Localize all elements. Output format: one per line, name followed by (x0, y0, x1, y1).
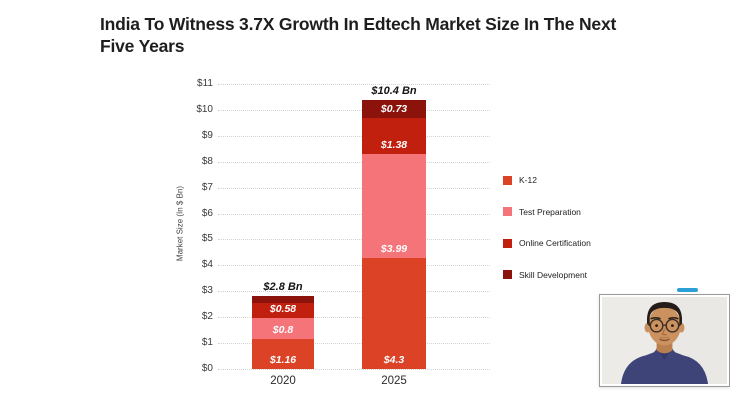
stacked-bar-2020: $1.16 $0.8 $0.58 (252, 296, 314, 369)
webcam-overlay (599, 294, 730, 387)
legend-label: Test Preparation (519, 206, 581, 217)
segment-2020-online-certification: $0.58 (252, 303, 314, 319)
gridline-10 (218, 109, 490, 111)
segment-2020-test-preparation: $0.8 (252, 318, 314, 339)
segment-2020-k-12: $1.16 (252, 338, 314, 369)
legend-label: K-12 (519, 175, 537, 185)
y-tick-label-8: $8 (201, 155, 213, 167)
segment-2025-test-preparation: $3.99 (362, 154, 426, 258)
plot-area: $1.16 $0.8 $0.58 $2.8 Bn 2020 $4.3 $3.99 $1.38 $… (218, 84, 490, 387)
segment-value-label: $0.8 (272, 323, 294, 336)
gridline-6 (218, 213, 490, 215)
segment-2025-online-certification: $1.38 (362, 118, 426, 155)
segment-value-label: $4.3 (383, 354, 405, 366)
legend-swatch-icon (503, 207, 512, 216)
y-tick-label-6: $6 (201, 207, 213, 219)
segment-2025-k-12: $4.3 (362, 257, 426, 369)
segment-value-label: $1.16 (269, 354, 297, 366)
legend-swatch-icon (503, 270, 512, 279)
legend-item-k-12: K-12 (503, 175, 537, 185)
segment-value-label: $1.38 (380, 139, 408, 152)
y-tick-label-2: $2 (201, 311, 213, 323)
y-tick-label-0: $0 (201, 363, 213, 374)
y-tick-label-5: $5 (201, 233, 213, 245)
segment-2025-skill-development: $0.73 (362, 99, 426, 119)
gridline-4 (218, 265, 490, 267)
legend-swatch-icon (503, 238, 512, 248)
y-tick-label-3: $3 (201, 285, 213, 297)
gridline-2 (218, 317, 490, 319)
segment-value-label: $0.73 (380, 103, 408, 116)
accent-bar (677, 288, 698, 292)
legend-item-test-preparation: Test Preparation (503, 207, 581, 217)
gridline-5 (218, 239, 490, 241)
y-tick-label-11: $11 (197, 78, 213, 89)
segment-value-label: $0.58 (269, 303, 297, 316)
legend-swatch-icon (503, 175, 512, 185)
x-tick-label-2025: 2025 (381, 375, 407, 387)
segment-value-label: $3.99 (380, 242, 408, 255)
gridline-7 (218, 187, 490, 189)
webcam-photo (602, 297, 727, 384)
stacked-bar-2025: $4.3 $3.99 $1.38 $0.73 (362, 99, 426, 369)
gridline-1 (218, 343, 490, 345)
legend-label: Online Certification (519, 238, 591, 248)
legend-item-skill-development: Skill Development (503, 270, 587, 280)
bar-total-label-2020: $2.8 Bn (263, 281, 303, 294)
x-tick-label-2020: 2020 (270, 375, 296, 387)
page-title: India To Witness 3.7X Growth In Edtech M… (100, 14, 617, 56)
legend-label: Skill Development (519, 269, 588, 280)
y-tick-label-1: $1 (201, 337, 213, 349)
gridline-8 (218, 161, 490, 163)
y-tick-label-4: $4 (201, 259, 213, 271)
y-tick-label-10: $10 (196, 103, 213, 115)
bar-total-label-2025: $10.4 Bn (371, 84, 417, 97)
legend-item-online-certification: Online Certification (503, 238, 591, 248)
gridline-3 (218, 291, 490, 293)
presenter-person-illustration (602, 297, 727, 384)
segment-2020-skill-development (252, 296, 314, 304)
gridline-0 (218, 369, 490, 370)
y-tick-label-7: $7 (201, 181, 213, 193)
gridline-11 (218, 84, 490, 85)
y-tick-label-9: $9 (201, 129, 213, 141)
gridline-9 (218, 135, 490, 137)
